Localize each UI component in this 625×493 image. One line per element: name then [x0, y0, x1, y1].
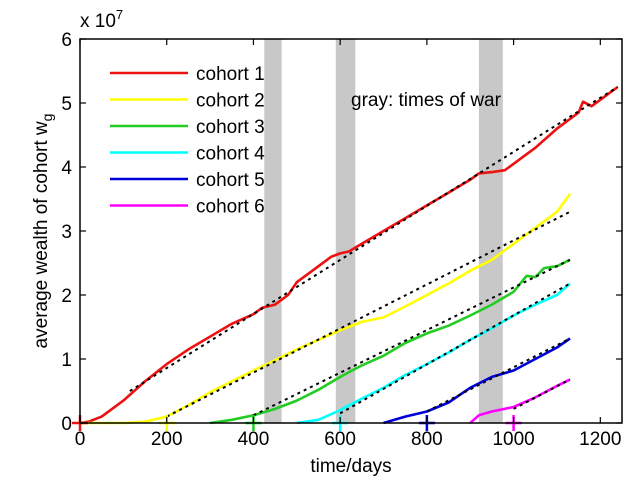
- legend-label: cohort 3: [196, 117, 265, 138]
- x-tick-label-0: 0: [75, 429, 86, 450]
- legend-item-cohort-2: cohort 2: [110, 91, 265, 112]
- legend-label: cohort 5: [196, 170, 265, 191]
- y-tick-label-3: 3: [61, 222, 72, 243]
- x-tick-label-600: 600: [324, 429, 356, 450]
- legend-item-cohort-5: cohort 5: [110, 170, 265, 191]
- fit-line-cohort-5: [426, 337, 571, 413]
- y-tick-label-2: 2: [61, 286, 72, 307]
- y-axis-label-subscript: g: [39, 114, 55, 122]
- fit-line-cohort-1: [129, 86, 619, 392]
- x-tick-label-1200: 1200: [579, 429, 621, 450]
- x-tick-label-200: 200: [151, 429, 183, 450]
- y-tick-label-1: 1: [61, 350, 72, 371]
- fit-line-cohort-3: [252, 258, 571, 417]
- legend-item-cohort-4: cohort 4: [110, 144, 265, 165]
- y-tick-label-5: 5: [61, 94, 72, 115]
- legend-label: cohort 4: [196, 144, 265, 165]
- war-period-3: [478, 39, 503, 423]
- y-exponent-label: x 107: [80, 7, 123, 32]
- war-period-1: [264, 39, 282, 423]
- legend: cohort 1 cohort 2 cohort 3 cohort 4 cohort 5…: [110, 64, 265, 218]
- fit-line-cohort-2: [166, 210, 571, 418]
- legend-label: cohort 6: [196, 197, 265, 218]
- series-line-cohort-5: [383, 337, 571, 425]
- y-exponent-power: 7: [116, 7, 123, 22]
- y-tick-label-0: 0: [61, 414, 72, 435]
- fit-line-cohort-4: [339, 282, 571, 415]
- y-tick-label-4: 4: [61, 158, 72, 179]
- x-tick-label-1000: 1000: [492, 429, 534, 450]
- y-exponent-base: x 10: [80, 11, 116, 32]
- legend-item-cohort-1: cohort 1: [110, 64, 265, 85]
- legend-label: cohort 2: [196, 91, 265, 112]
- axis-ticks: 0 200 400 600 800 1000 1200 0 1 2 3 4 5 6: [61, 30, 622, 450]
- legend-item-cohort-6: cohort 6: [110, 197, 265, 218]
- y-axis-label: average wealth of cohort wg: [31, 114, 55, 349]
- y-tick-label-6: 6: [61, 30, 72, 51]
- legend-item-cohort-3: cohort 3: [110, 117, 265, 138]
- x-axis-label: time/days: [310, 456, 391, 477]
- legend-label: cohort 1: [196, 64, 265, 85]
- x-tick-label-800: 800: [411, 429, 443, 450]
- series-line-cohort-1: [79, 85, 619, 425]
- y-axis-label-main: average wealth of cohort w: [31, 121, 52, 348]
- fit-lines: [129, 86, 619, 418]
- x-tick-label-400: 400: [238, 429, 270, 450]
- series-line-cohort-3: [209, 258, 571, 425]
- annotation-text: gray: times of war: [351, 90, 502, 111]
